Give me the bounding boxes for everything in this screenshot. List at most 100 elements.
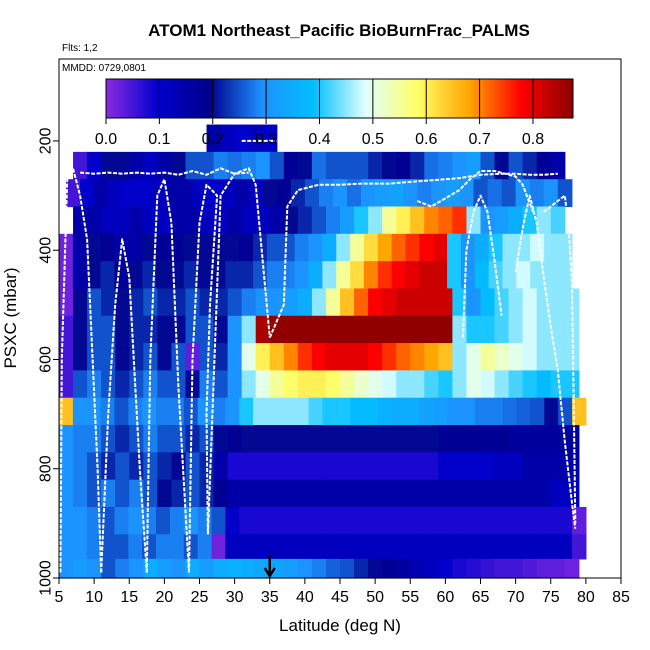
heatmap-cell bbox=[239, 506, 254, 535]
heatmap-cell bbox=[241, 206, 257, 235]
heatmap-cell bbox=[80, 179, 95, 208]
x-tick-label: 20 bbox=[155, 589, 173, 606]
heatmap-cell bbox=[350, 534, 365, 560]
heatmap-cell bbox=[280, 397, 296, 426]
heatmap-cell bbox=[424, 343, 439, 371]
marker-head bbox=[263, 567, 276, 579]
x-tick-label: 5 bbox=[55, 589, 64, 606]
heatmap-cell bbox=[115, 315, 130, 344]
latitude-marker-arrow bbox=[263, 556, 276, 579]
heatmap-cell bbox=[225, 534, 240, 560]
heatmap-cell bbox=[308, 233, 323, 262]
heatmap-cell bbox=[294, 397, 310, 426]
heatmap-cell bbox=[171, 425, 187, 453]
heatmap-cell bbox=[87, 206, 102, 235]
heatmap-cell bbox=[452, 206, 468, 235]
heatmap-cell bbox=[297, 425, 313, 453]
heatmap-cell bbox=[536, 343, 552, 371]
heatmap-cell bbox=[294, 233, 310, 262]
heatmap-cell bbox=[59, 506, 74, 535]
heatmap-cell bbox=[438, 370, 453, 399]
heatmap-cell bbox=[364, 534, 379, 560]
heatmap-cell bbox=[363, 233, 379, 262]
heatmap-cell bbox=[213, 452, 229, 481]
heatmap-cell bbox=[169, 506, 185, 535]
heatmap-cell bbox=[508, 288, 524, 317]
heatmap-cell bbox=[297, 315, 313, 344]
heatmap-cell bbox=[108, 179, 123, 208]
heatmap-cell bbox=[368, 315, 383, 344]
heatmap-cell bbox=[543, 179, 559, 208]
heatmap-cell bbox=[494, 425, 510, 453]
heatmap-cell bbox=[391, 506, 407, 535]
flight-profile-line bbox=[206, 167, 271, 535]
heatmap-cell bbox=[396, 151, 411, 180]
x-axis: 5 10 15 20 25 30 35 40 45 50 55 60 65 70 75 80 85 bbox=[55, 578, 630, 606]
heatmap-cell bbox=[508, 315, 524, 344]
heatmap-cell bbox=[522, 558, 538, 579]
heatmap-cell bbox=[410, 315, 425, 344]
y-tick-label: 1000 bbox=[38, 560, 55, 596]
heatmap-cell bbox=[382, 479, 397, 508]
heatmap-cell bbox=[544, 534, 559, 560]
heatmap-cell bbox=[530, 506, 545, 535]
heatmap-cell bbox=[550, 206, 566, 235]
heatmap-cell bbox=[438, 425, 453, 453]
heatmap-cell bbox=[325, 343, 341, 371]
heatmap-cell bbox=[311, 315, 327, 344]
heatmap-cell bbox=[522, 151, 538, 180]
heatmap-cell bbox=[59, 233, 74, 262]
heatmap-cell bbox=[410, 370, 425, 399]
heatmap-cell bbox=[508, 343, 524, 371]
heatmap-cell bbox=[143, 151, 158, 180]
heatmap-cell bbox=[101, 452, 116, 481]
heatmap-cell bbox=[410, 452, 425, 481]
heatmap-cell bbox=[94, 179, 109, 208]
heatmap-cell bbox=[325, 288, 341, 317]
heatmap-cell bbox=[87, 288, 102, 317]
heatmap-cell bbox=[424, 452, 439, 481]
heatmap-cell bbox=[336, 233, 351, 262]
heatmap-cell bbox=[325, 425, 341, 453]
heatmap-cell bbox=[142, 233, 157, 262]
heatmap-cell bbox=[461, 534, 476, 560]
heatmap-cell bbox=[241, 151, 257, 180]
heatmap-cell bbox=[304, 179, 320, 208]
heatmap-cell bbox=[129, 370, 144, 399]
heatmap-cell bbox=[557, 261, 573, 290]
heatmap-cell bbox=[474, 233, 490, 262]
heatmap-cell bbox=[550, 479, 566, 508]
heatmap-cell bbox=[340, 288, 355, 317]
heatmap-cell bbox=[297, 151, 313, 180]
heatmap-cell bbox=[419, 506, 434, 535]
heatmap-cell bbox=[377, 261, 393, 290]
heatmap-cell bbox=[488, 534, 504, 560]
heatmap-cell bbox=[171, 206, 187, 235]
heatmap-cell bbox=[262, 124, 278, 153]
heatmap-cell bbox=[452, 425, 468, 453]
heatmap-cell bbox=[480, 206, 496, 235]
heatmap-cell bbox=[377, 397, 393, 426]
heatmap-cell bbox=[502, 534, 518, 560]
heatmap-cell bbox=[466, 288, 482, 317]
heatmap-cell bbox=[396, 343, 411, 371]
y-tick-label: 600 bbox=[38, 346, 55, 373]
heatmap-cell bbox=[185, 288, 201, 317]
heatmap-cell bbox=[502, 506, 518, 535]
x-axis-label: Latitude (deg N) bbox=[279, 616, 401, 635]
heatmap-cell bbox=[169, 397, 185, 426]
heatmap-cell bbox=[143, 452, 158, 481]
heatmap-cell bbox=[129, 479, 144, 508]
x-tick-label: 70 bbox=[507, 589, 525, 606]
heatmap-cell bbox=[142, 506, 157, 535]
heatmap-cell bbox=[466, 452, 482, 481]
heatmap-cell bbox=[396, 370, 411, 399]
heatmap-cell bbox=[391, 534, 407, 560]
heatmap-cell bbox=[73, 343, 88, 371]
heatmap-cell bbox=[536, 151, 552, 180]
heatmap-cell bbox=[340, 151, 355, 180]
heatmap-cell bbox=[311, 288, 327, 317]
heatmap-cell bbox=[72, 534, 88, 560]
heatmap-cell bbox=[255, 452, 271, 481]
heatmap-cell bbox=[410, 288, 425, 317]
